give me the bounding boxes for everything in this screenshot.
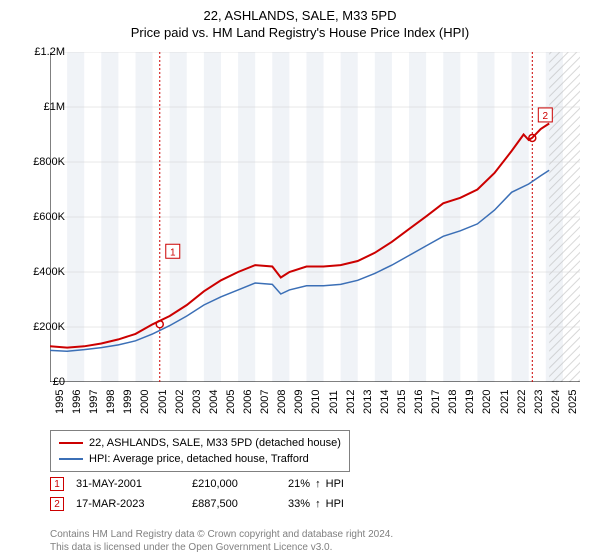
svg-text:2: 2: [543, 111, 549, 122]
x-axis-label: 2002: [174, 390, 186, 414]
x-axis-label: 2009: [293, 390, 305, 414]
x-axis-label: 2011: [328, 390, 340, 414]
x-axis-label: 2017: [430, 390, 442, 414]
footer-attribution: Contains HM Land Registry data © Crown c…: [50, 528, 393, 554]
x-axis-label: 2013: [362, 390, 374, 414]
chart-plot-area: 12: [50, 52, 580, 382]
x-axis-label: 2008: [276, 390, 288, 414]
x-axis-label: 2016: [413, 390, 425, 414]
legend-item: HPI: Average price, detached house, Traf…: [59, 451, 341, 467]
x-axis-label: 1997: [88, 390, 100, 414]
x-axis-label: 2012: [345, 390, 357, 414]
x-axis-label: 2020: [481, 390, 493, 414]
arrow-up-icon: [313, 478, 323, 490]
x-axis-label: 2003: [191, 390, 203, 414]
y-axis-label: £200K: [33, 321, 65, 333]
chart-subtitle: Price paid vs. HM Land Registry's House …: [0, 23, 600, 40]
y-axis-label: £1M: [44, 101, 65, 113]
data-point-marker: 1: [50, 477, 64, 491]
x-axis-label: 2010: [310, 390, 322, 414]
data-point-price: £210,000: [192, 478, 282, 490]
x-axis-label: 2025: [567, 390, 579, 414]
x-axis-label: 2018: [447, 390, 459, 414]
y-axis-label: £1.2M: [34, 46, 65, 58]
data-point-row: 2 17-MAR-2023 £887,500 33% HPI: [50, 494, 368, 514]
footer-line-2: This data is licensed under the Open Gov…: [50, 541, 393, 554]
data-point-row: 1 31-MAY-2001 £210,000 21% HPI: [50, 474, 368, 494]
legend-label: 22, ASHLANDS, SALE, M33 5PD (detached ho…: [89, 435, 341, 451]
x-axis-label: 2021: [499, 390, 511, 414]
chart-svg: 12: [50, 52, 580, 382]
legend-color-swatch: [59, 458, 83, 460]
x-axis-label: 2019: [464, 390, 476, 414]
x-axis-label: 2007: [259, 390, 271, 414]
x-axis-label: 2014: [379, 390, 391, 414]
arrow-up-icon: [313, 498, 323, 510]
footer-line-1: Contains HM Land Registry data © Crown c…: [50, 528, 393, 541]
x-axis-label: 1998: [105, 390, 117, 414]
y-axis-label: £400K: [33, 266, 65, 278]
legend-color-swatch: [59, 442, 83, 444]
x-axis-label: 2005: [225, 390, 237, 414]
x-axis-label: 1995: [54, 390, 66, 414]
x-axis-label: 2024: [550, 390, 562, 414]
x-axis-label: 2001: [157, 390, 169, 414]
data-point-pct: 33% HPI: [288, 498, 368, 510]
legend-item: 22, ASHLANDS, SALE, M33 5PD (detached ho…: [59, 435, 341, 451]
data-point-price: £887,500: [192, 498, 282, 510]
x-axis-label: 1999: [122, 390, 134, 414]
x-axis-label: 2000: [139, 390, 151, 414]
data-point-table: 1 31-MAY-2001 £210,000 21% HPI 2 17-MAR-2023 £…: [50, 474, 368, 514]
data-point-marker: 2: [50, 497, 64, 511]
x-axis-label: 1996: [71, 390, 83, 414]
chart-title: 22, ASHLANDS, SALE, M33 5PD: [0, 0, 600, 23]
y-axis-label: £600K: [33, 211, 65, 223]
data-point-pct: 21% HPI: [288, 478, 368, 490]
x-axis-label: 2015: [396, 390, 408, 414]
y-axis-label: £800K: [33, 156, 65, 168]
legend: 22, ASHLANDS, SALE, M33 5PD (detached ho…: [50, 430, 350, 472]
x-axis-label: 2004: [208, 390, 220, 414]
x-axis-label: 2022: [516, 390, 528, 414]
x-axis-label: 2023: [533, 390, 545, 414]
legend-label: HPI: Average price, detached house, Traf…: [89, 451, 309, 467]
data-point-date: 17-MAR-2023: [76, 498, 186, 510]
x-axis-label: 2006: [242, 390, 254, 414]
data-point-date: 31-MAY-2001: [76, 478, 186, 490]
svg-text:1: 1: [170, 247, 176, 258]
